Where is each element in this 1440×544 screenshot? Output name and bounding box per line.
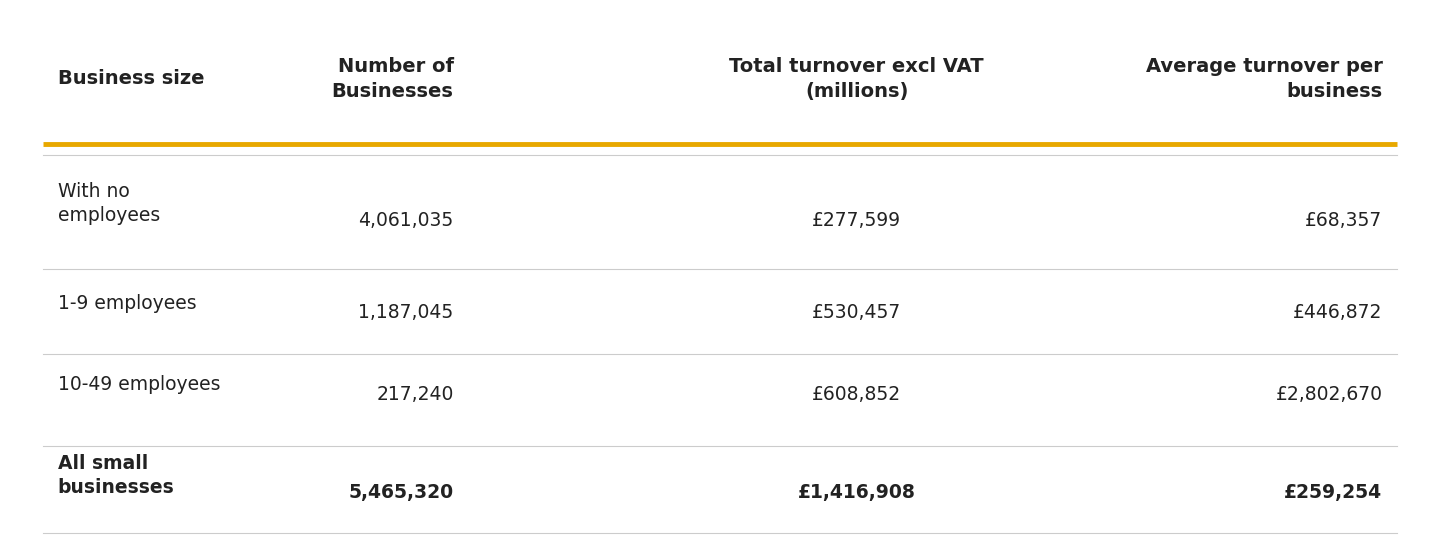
Text: 10-49 employees: 10-49 employees bbox=[58, 375, 220, 394]
Text: £2,802,670: £2,802,670 bbox=[1276, 385, 1382, 404]
Text: £530,457: £530,457 bbox=[812, 304, 901, 322]
Text: Business size: Business size bbox=[58, 70, 204, 88]
Text: £608,852: £608,852 bbox=[812, 385, 901, 404]
Text: 5,465,320: 5,465,320 bbox=[348, 483, 454, 502]
Text: 4,061,035: 4,061,035 bbox=[359, 211, 454, 230]
Text: 1-9 employees: 1-9 employees bbox=[58, 294, 196, 313]
Text: 217,240: 217,240 bbox=[376, 385, 454, 404]
Text: £446,872: £446,872 bbox=[1293, 304, 1382, 322]
Text: Number of
Businesses: Number of Businesses bbox=[331, 57, 454, 101]
Text: £259,254: £259,254 bbox=[1284, 483, 1382, 502]
Text: Total turnover excl VAT
(millions): Total turnover excl VAT (millions) bbox=[730, 57, 984, 101]
Text: With no
employees: With no employees bbox=[58, 182, 160, 226]
Text: Average turnover per
business: Average turnover per business bbox=[1146, 57, 1382, 101]
Text: £68,357: £68,357 bbox=[1305, 211, 1382, 230]
Text: 1,187,045: 1,187,045 bbox=[359, 304, 454, 322]
Text: £1,416,908: £1,416,908 bbox=[798, 483, 916, 502]
Text: All small
businesses: All small businesses bbox=[58, 454, 174, 498]
Text: £277,599: £277,599 bbox=[812, 211, 901, 230]
